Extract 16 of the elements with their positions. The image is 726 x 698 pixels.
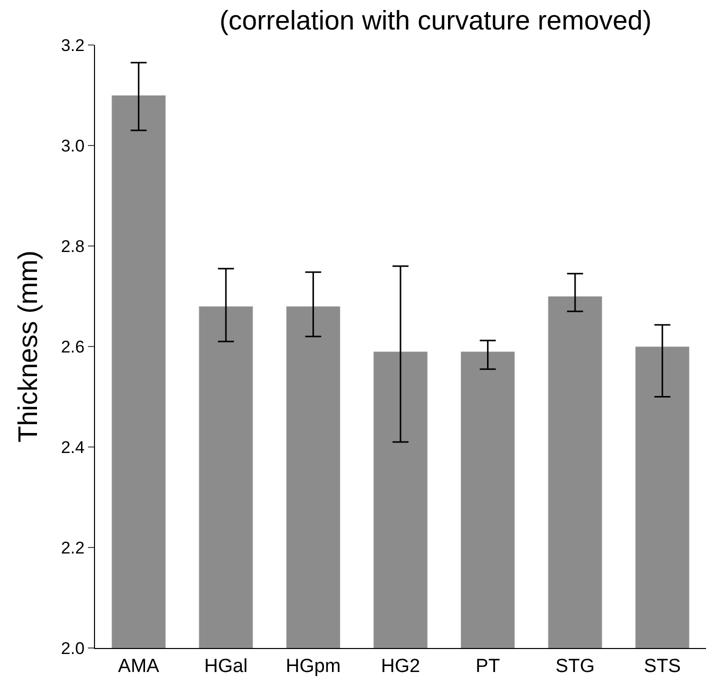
x-tick-label: HGal: [204, 656, 248, 677]
y-axis-title: Thickness (mm): [13, 250, 44, 443]
x-tick-label: AMA: [118, 656, 160, 677]
y-tick-label: 2.8: [60, 236, 85, 256]
y-tick-label: 3.0: [60, 136, 85, 156]
x-tick-label: HGpm: [286, 656, 341, 677]
x-tick-label: STS: [644, 656, 681, 677]
y-tick-label: 3.2: [60, 36, 85, 55]
y-tick-label: 2.4: [60, 438, 85, 457]
x-tick-label: PT: [476, 656, 500, 677]
chart-title: (correlation with curvature removed): [220, 5, 652, 36]
y-tick-label: 2.2: [60, 538, 85, 558]
y-tick-label: 2.0: [60, 638, 85, 658]
x-tick-label: STG: [556, 656, 595, 677]
y-tick-label: 2.6: [60, 337, 85, 356]
x-tick-label: HG2: [380, 656, 420, 677]
